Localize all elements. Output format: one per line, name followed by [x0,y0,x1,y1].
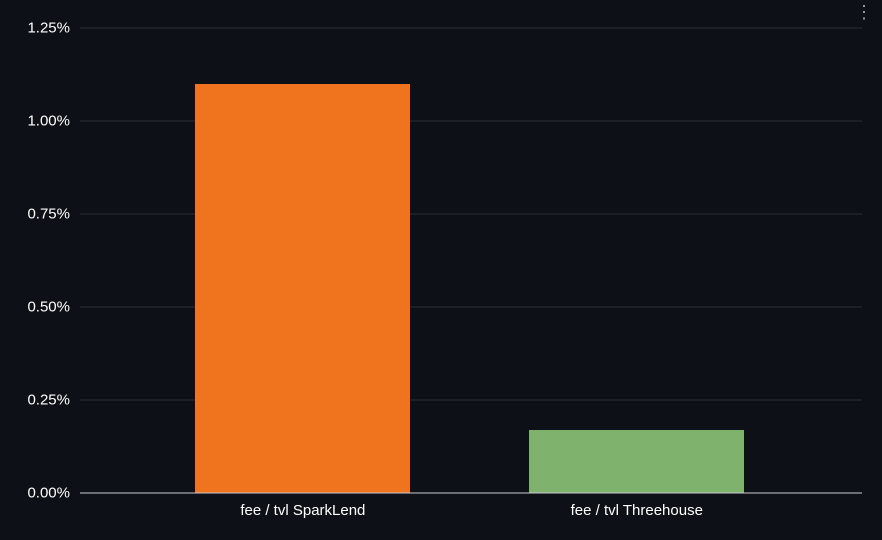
y-tick-label: 1.25% [27,19,70,37]
bar-0[interactable] [195,83,411,493]
x-axis-baseline [80,492,862,494]
y-tick-label: 1.00% [27,112,70,130]
y-tick-label: 0.75% [27,205,70,223]
y-axis: 0.00% 0.25% 0.50% 0.75% 1.00% 1.25% [0,20,70,502]
y-tick-label: 0.50% [27,298,70,316]
gridline [80,399,862,401]
gridline [80,27,862,29]
panel-menu-icon[interactable]: ⋮ [855,2,873,22]
bar-1[interactable] [529,429,745,493]
gridline [80,306,862,308]
x-axis: fee / tvl SparkLend fee / tvl Threehouse [80,493,862,533]
y-tick-label: 0.00% [27,484,70,502]
x-axis-label: fee / tvl Threehouse [570,502,703,519]
gridline [80,120,862,122]
x-axis-label: fee / tvl SparkLend [240,502,366,519]
bar-chart-plot-area [80,27,862,494]
y-tick-label: 0.25% [27,391,70,409]
gridline [80,213,862,215]
